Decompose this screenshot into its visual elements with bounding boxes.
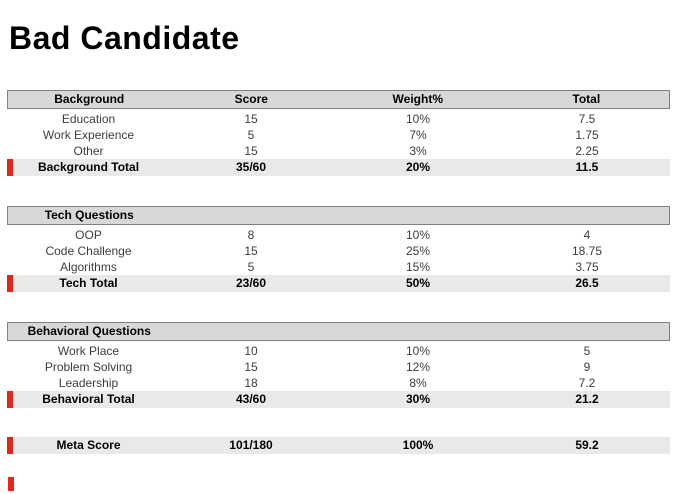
table-cell-1: 15 <box>244 112 258 126</box>
column-header-1 <box>171 323 333 340</box>
table-cell-3: 7.2 <box>578 376 596 390</box>
meta-row-marker <box>7 437 13 454</box>
table-header-row: Tech Questions <box>7 206 670 225</box>
total-cell-3: 21.2 <box>575 392 599 406</box>
total-cell-1: 23/60 <box>235 276 267 290</box>
table-cell-2: 10% <box>405 112 431 126</box>
table-cell-2: 7% <box>409 128 427 142</box>
total-cell-3: 26.5 <box>575 276 599 290</box>
table-row: OOP 8 10% 4 <box>7 227 670 243</box>
table-cell-1: 15 <box>244 244 258 258</box>
column-header-2 <box>332 207 503 224</box>
meta-cell-0: Meta Score <box>56 438 121 452</box>
table-cell-3: 5 <box>583 344 591 358</box>
column-header-0: Background <box>54 92 125 106</box>
table-cell-3: 3.75 <box>575 260 599 274</box>
table-row: Work Place 10 10% 5 <box>7 343 670 359</box>
meta-score-row: Meta Score 101/180 100% 59.2 <box>7 437 670 454</box>
total-cell-2: 30% <box>405 392 431 406</box>
column-header-0: Behavioral Questions <box>27 324 151 338</box>
total-row-marker <box>7 159 13 176</box>
table-cell-1: 8 <box>247 228 255 242</box>
table-cell-3: 4 <box>583 228 591 242</box>
next-section-marker <box>8 477 14 491</box>
total-cell-0: Tech Total <box>59 276 118 290</box>
table-cell-0: Leadership <box>58 376 119 390</box>
page-title: Bad Candidate <box>9 20 240 56</box>
column-header-3: Total <box>572 92 601 106</box>
table-row: Other 15 3% 2.25 <box>7 143 670 159</box>
total-cell-2: 50% <box>405 276 431 290</box>
meta-score-table: Meta Score 101/180 100% 59.2 <box>7 437 670 454</box>
column-header-2: Weight% <box>392 92 443 106</box>
table-row: Work Experience 5 7% 1.75 <box>7 127 670 143</box>
table-cell-1: 18 <box>244 376 258 390</box>
table-cell-0: Algorithms <box>60 260 117 274</box>
total-cell-2: 20% <box>405 160 431 174</box>
table-cell-2: 15% <box>405 260 431 274</box>
total-cell-0: Background Total <box>37 160 140 174</box>
table-row: Education 15 10% 7.5 <box>7 111 670 127</box>
table-cell-2: 25% <box>405 244 431 258</box>
table-cell-3: 2.25 <box>575 144 599 158</box>
table-total-row: Background Total 35/60 20% 11.5 <box>7 159 670 176</box>
table-cell-2: 10% <box>405 228 431 242</box>
table-cell-3: 7.5 <box>578 112 596 126</box>
table-cell-0: Work Experience <box>42 128 135 142</box>
table-cell-0: Education <box>61 112 116 126</box>
column-header-1: Score <box>234 92 268 106</box>
table-cell-0: Other <box>73 144 104 158</box>
column-header-3 <box>504 323 670 340</box>
table-cell-2: 10% <box>405 344 431 358</box>
table-cell-2: 12% <box>405 360 431 374</box>
table-cell-2: 8% <box>409 376 427 390</box>
table-header-row: Behavioral Questions <box>7 322 670 341</box>
score-table-1: Tech Questions OOP 8 10% 4 Code Challenge 15 25… <box>7 206 670 292</box>
table-row: Code Challenge 15 25% 18.75 <box>7 243 670 259</box>
total-cell-3: 11.5 <box>575 160 599 174</box>
table-total-row: Tech Total 23/60 50% 26.5 <box>7 275 670 292</box>
table-total-row: Behavioral Total 43/60 30% 21.2 <box>7 391 670 408</box>
table-row: Problem Solving 15 12% 9 <box>7 359 670 375</box>
total-cell-1: 43/60 <box>235 392 267 406</box>
total-row-marker <box>7 275 13 292</box>
table-cell-3: 9 <box>583 360 591 374</box>
table-cell-0: OOP <box>75 228 102 242</box>
table-cell-1: 5 <box>247 260 255 274</box>
table-cell-1: 15 <box>244 144 258 158</box>
meta-cell-3: 59.2 <box>575 438 599 452</box>
table-header-row: Background Score Weight% Total <box>7 90 670 109</box>
table-row: Algorithms 5 15% 3.75 <box>7 259 670 275</box>
column-header-3 <box>504 207 670 224</box>
meta-cell-2: 100% <box>402 438 434 452</box>
score-table-0: Background Score Weight% Total Education 15 10… <box>7 90 670 176</box>
table-cell-0: Code Challenge <box>45 244 132 258</box>
table-row: Leadership 18 8% 7.2 <box>7 375 670 391</box>
column-header-1 <box>171 207 333 224</box>
total-row-marker <box>7 391 13 408</box>
table-cell-0: Work Place <box>57 344 120 358</box>
table-cell-3: 1.75 <box>575 128 599 142</box>
table-cell-1: 10 <box>244 344 258 358</box>
table-cell-1: 15 <box>244 360 258 374</box>
table-cell-0: Problem Solving <box>44 360 133 374</box>
meta-cell-1: 101/180 <box>229 438 273 452</box>
table-cell-1: 5 <box>247 128 255 142</box>
table-cell-3: 18.75 <box>571 244 603 258</box>
score-table-2: Behavioral Questions Work Place 10 10% 5 Prob… <box>7 322 670 408</box>
table-cell-2: 3% <box>409 144 427 158</box>
total-cell-1: 35/60 <box>235 160 267 174</box>
total-cell-0: Behavioral Total <box>42 392 135 406</box>
column-header-0: Tech Questions <box>44 208 134 222</box>
column-header-2 <box>332 323 503 340</box>
